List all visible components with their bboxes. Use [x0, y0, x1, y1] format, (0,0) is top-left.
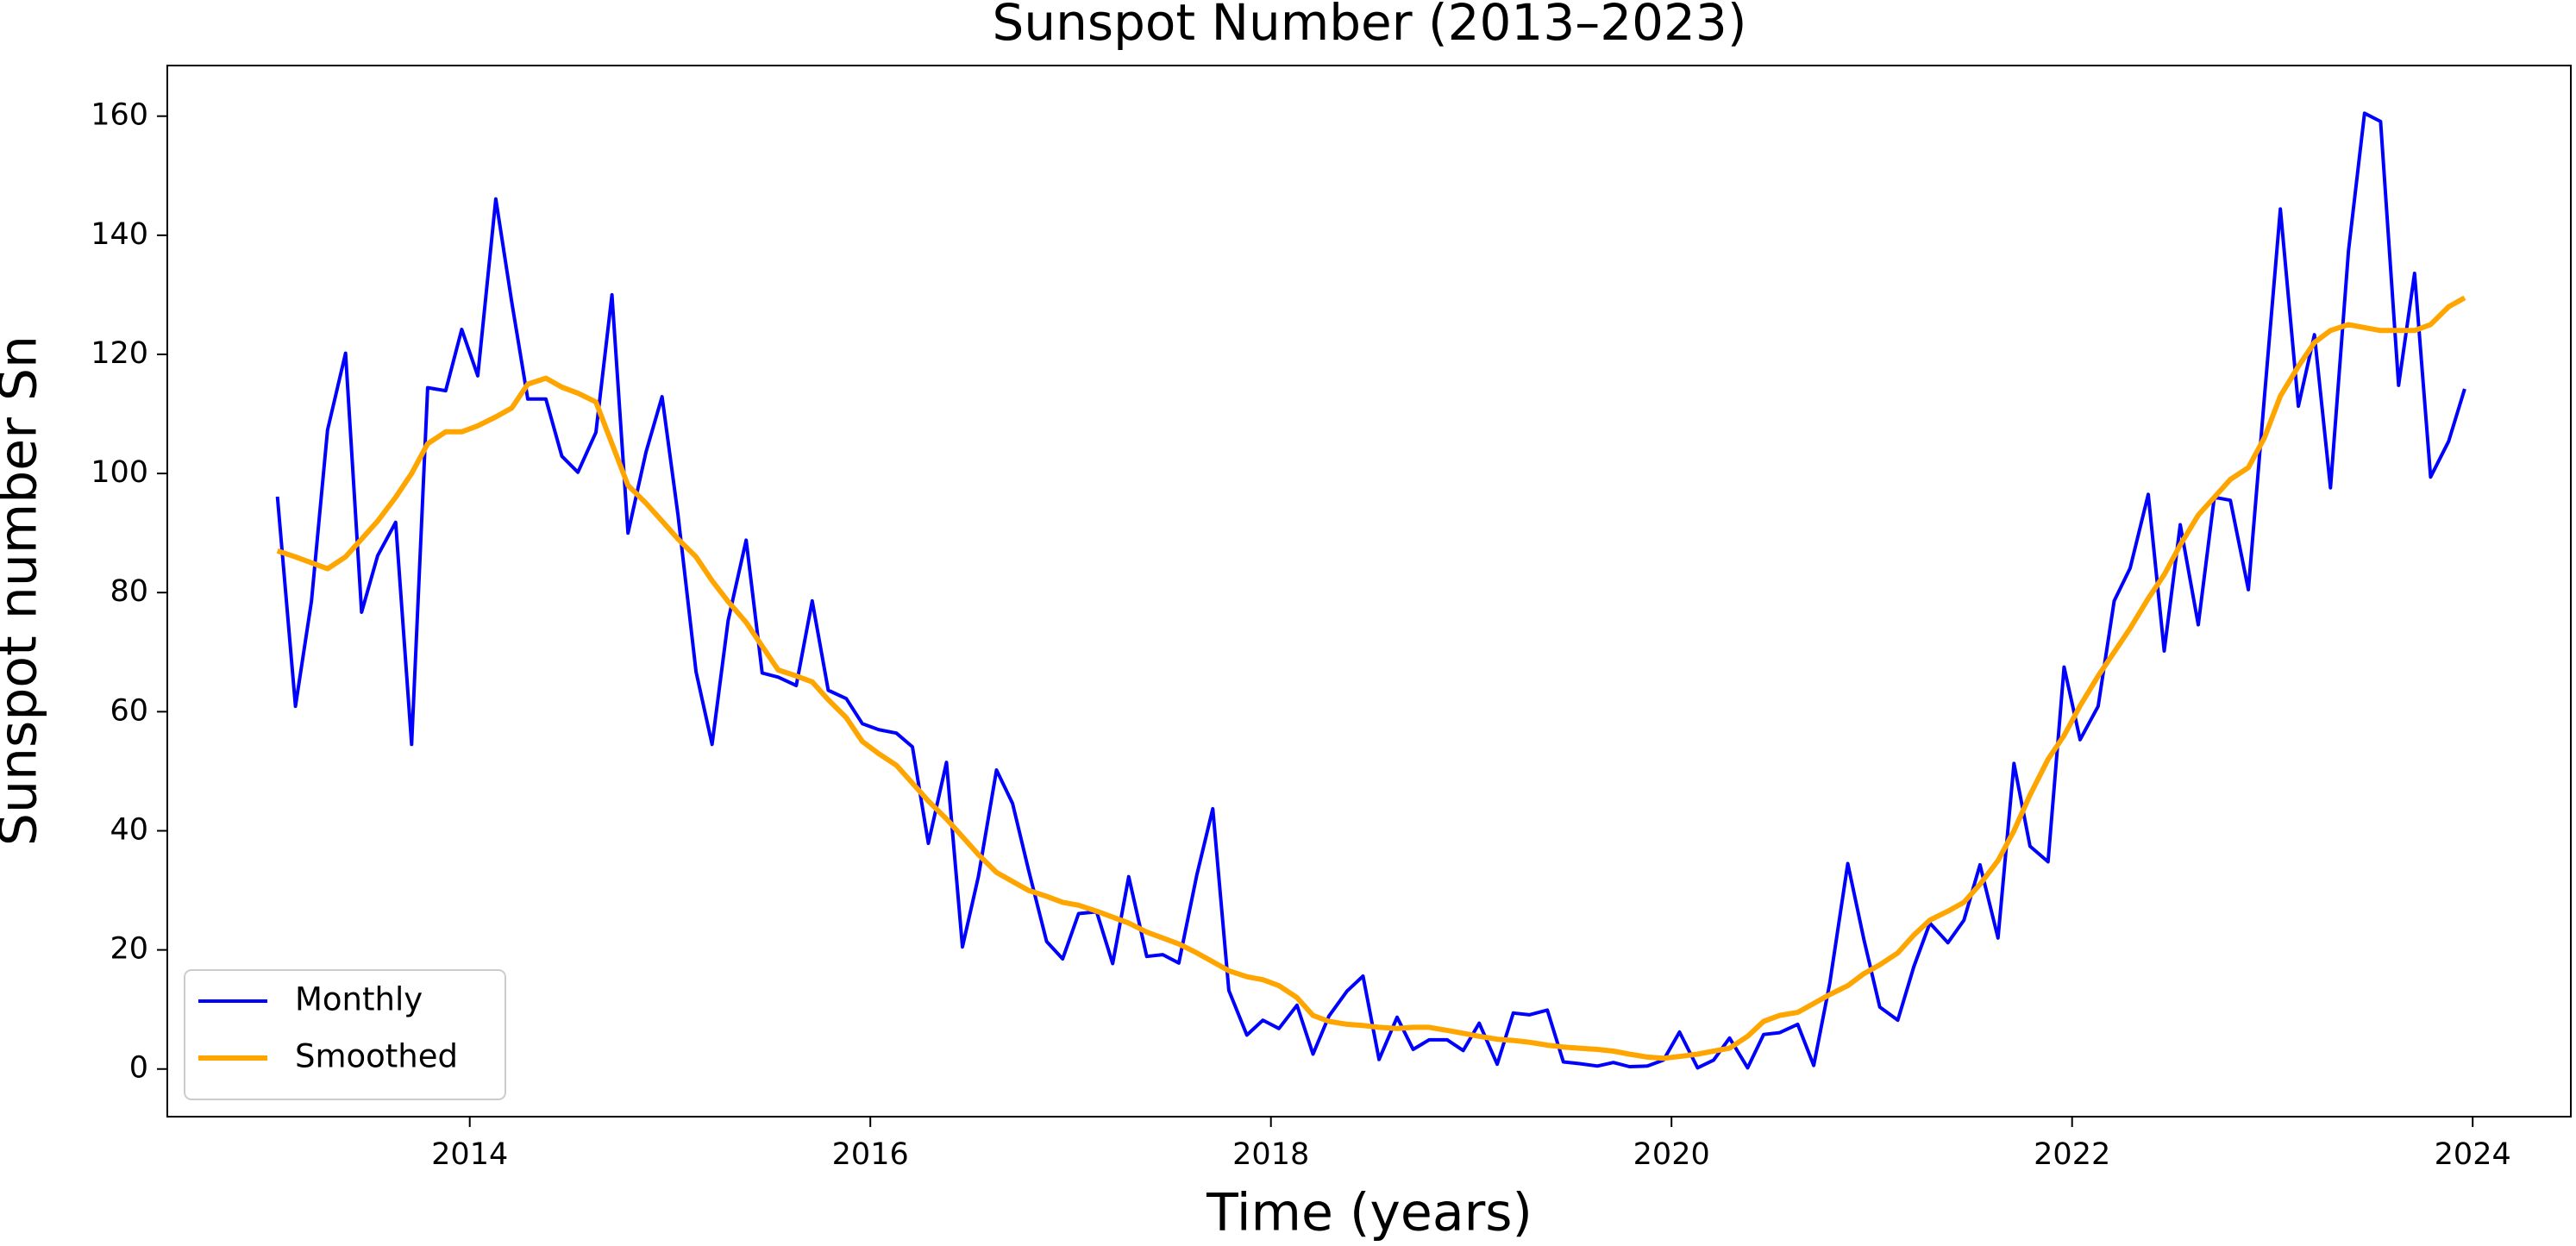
series-line [275, 111, 2466, 1070]
y-tick-label: 120 [91, 336, 148, 371]
x-axis-label: Time (years) [1206, 1183, 1532, 1243]
x-tick-label: 2016 [832, 1137, 909, 1172]
series-line [276, 295, 2466, 1061]
plot-frame [166, 65, 2572, 1118]
y-tick-label: 0 [129, 1051, 148, 1086]
x-tick-label: 2018 [1232, 1137, 1309, 1172]
y-tick-label: 60 [110, 693, 148, 728]
y-tick-label: 160 [91, 98, 148, 133]
x-tick-label: 2024 [2435, 1137, 2511, 1172]
legend-label: Smoothed [295, 1038, 458, 1075]
y-tick-label: 100 [91, 455, 148, 490]
y-tick-label: 20 [110, 932, 148, 967]
x-tick-label: 2014 [431, 1137, 508, 1172]
y-tick-label: 80 [110, 574, 148, 609]
x-tick-label: 2022 [2034, 1137, 2110, 1172]
legend-label: Monthly [295, 981, 423, 1018]
y-tick-label: 40 [110, 812, 148, 847]
x-tick-label: 2020 [1633, 1137, 1710, 1172]
y-tick-label: 140 [91, 217, 148, 252]
y-axis-label: Sunspot number Sn [0, 335, 49, 846]
chart-title: Sunspot Number (2013–2023) [993, 0, 1747, 52]
legend: Monthly Smoothed [184, 969, 506, 1100]
